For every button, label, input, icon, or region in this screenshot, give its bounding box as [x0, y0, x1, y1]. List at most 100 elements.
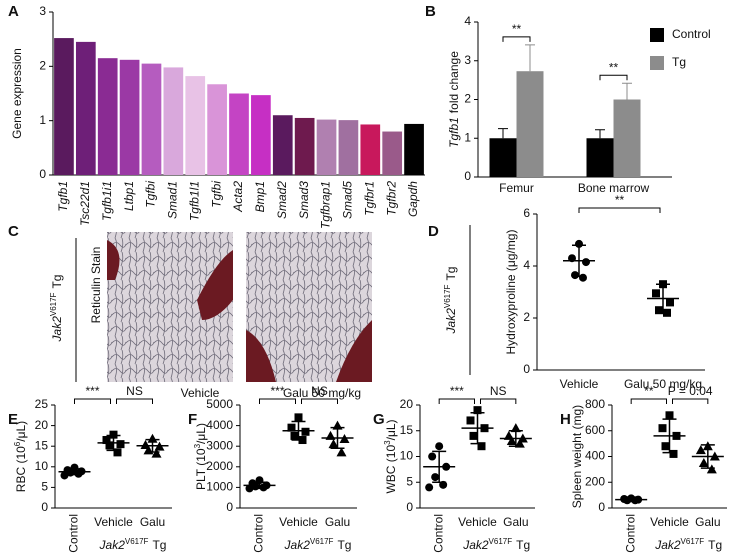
significance-bracket: [672, 398, 709, 404]
significance-label: NS: [490, 384, 507, 398]
data-point: [116, 440, 125, 449]
significance-label: **: [644, 384, 654, 398]
x-tick-label: Galu: [503, 515, 528, 529]
label-part: Tg: [152, 538, 166, 552]
sd-bar: [330, 426, 345, 450]
y-tick-label: 2000: [206, 459, 233, 473]
y-tick-label: 1000: [206, 480, 233, 494]
y-axis-label: Gene expression: [10, 48, 24, 139]
y-tick-label: 1: [39, 113, 46, 127]
side-label: Jak2V617F Tg: [49, 275, 65, 343]
sd-bar: [67, 468, 82, 476]
sd-bar: [624, 497, 639, 502]
label-part: PLT (10: [194, 448, 208, 490]
sd-bar: [662, 418, 677, 454]
y-tick-label: 3: [39, 4, 46, 18]
data-point: [514, 438, 525, 448]
data-point: [60, 471, 69, 480]
bar: [316, 119, 337, 175]
x-tick-label: Smad5: [341, 181, 355, 219]
x-tick-label: Vehicle: [94, 515, 133, 529]
bar: [489, 138, 517, 177]
data-point: [661, 442, 670, 451]
panel-letter: G: [373, 411, 385, 428]
sd-bar: [106, 434, 121, 452]
data-point: [102, 436, 111, 445]
bar: [404, 123, 424, 175]
x-tick-label: Tgfbr1: [362, 181, 376, 216]
error-bar: [525, 44, 535, 72]
y-tick-label: 800: [585, 397, 605, 411]
data-point: [510, 423, 521, 433]
data-point: [425, 483, 434, 492]
panel-letter: D: [428, 223, 439, 240]
x-tick-label: Acta2: [231, 181, 245, 213]
image-label: Vehicle: [181, 386, 220, 400]
y-tick-label: 5: [406, 474, 413, 488]
data-point: [294, 413, 303, 422]
x-tick-label: Tgfb1: [56, 181, 70, 212]
x-tick-label: Smad3: [297, 181, 311, 219]
legend-label: Tg: [672, 55, 686, 69]
label-part: Jak2: [444, 308, 458, 335]
data-point: [582, 258, 590, 267]
bar: [207, 84, 227, 175]
data-point: [428, 452, 437, 461]
bar: [141, 63, 162, 175]
y-axis-label: Tgfb1 fold change: [447, 51, 461, 148]
bar: [613, 99, 641, 177]
bone-tissue: [246, 320, 372, 382]
significance-bracket: [74, 398, 111, 404]
significance-bracket: [599, 74, 628, 81]
label-part: V617F: [310, 537, 334, 546]
label-part: WBC (10: [384, 445, 398, 494]
label-part: Jak2: [284, 538, 311, 552]
data-point: [469, 431, 478, 440]
y-tick-label: 5: [41, 480, 48, 494]
y-tick-label: 0: [523, 362, 530, 376]
data-point: [147, 433, 158, 443]
label-part: Jak2: [99, 538, 126, 552]
data-point: [435, 442, 444, 451]
side-label: Jak2V617F Tg: [443, 267, 459, 335]
x-tick-label: Tgfbi: [144, 181, 158, 208]
x-tick-label: Control: [623, 514, 637, 553]
x-tick-label: Galu 50 mg/kg: [624, 377, 702, 391]
y-tick-label: 3000: [206, 438, 233, 452]
error-bar: [498, 128, 508, 139]
y-tick-label: 15: [35, 438, 49, 452]
x-tick-label: Vehicle: [560, 377, 599, 391]
label-part: 3: [193, 443, 202, 448]
bar: [294, 117, 315, 175]
data-point: [571, 271, 579, 280]
significance-bracket: [480, 398, 517, 404]
sd-bar: [252, 481, 267, 490]
label-part: Spleen weight (mg): [570, 405, 584, 508]
x-tick-label: Galu: [325, 515, 350, 529]
significance-bracket: [116, 398, 153, 404]
sd-bar: [508, 430, 523, 447]
y-axis-label: RBC (106/μL): [13, 421, 29, 492]
significance-bracket: [502, 36, 531, 42]
label-part: 6: [13, 441, 22, 446]
significance-label: **: [615, 193, 625, 207]
data-point: [109, 430, 118, 439]
bar: [163, 67, 184, 175]
data-point: [506, 436, 517, 446]
y-tick-label: 10: [35, 459, 49, 473]
x-tick-label: Tsc22d1: [78, 181, 92, 226]
y-tick-label: 15: [400, 423, 414, 437]
group-label: Jak2V617F Tg: [99, 537, 167, 553]
bar: [229, 93, 249, 175]
label-part: Tg: [337, 538, 351, 552]
x-tick-label: Ltbp1: [122, 181, 136, 211]
data-point: [105, 441, 114, 450]
bar: [272, 115, 293, 175]
legend-swatch: [650, 56, 664, 70]
label-part: fold change: [447, 51, 461, 113]
panel-letter: B: [425, 3, 436, 20]
sd-bar: [700, 444, 715, 469]
label-part: Gene expression: [10, 48, 24, 139]
label-part: /μL): [384, 419, 398, 440]
